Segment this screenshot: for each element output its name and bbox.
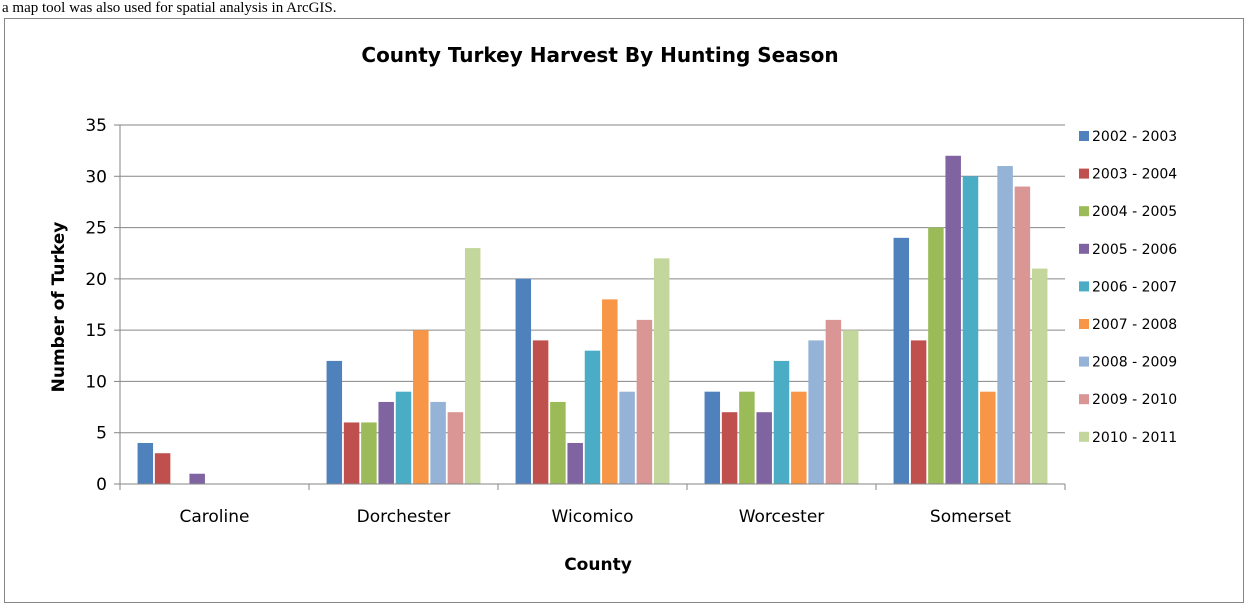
bar xyxy=(515,278,532,484)
legend-swatch xyxy=(1079,394,1089,405)
legend-label: 2007 - 2008 xyxy=(1092,317,1177,333)
bar xyxy=(756,412,772,484)
bar xyxy=(567,442,583,484)
y-axis-ticks: 0 5 10 15 20 25 30 35 xyxy=(85,116,120,495)
bar xyxy=(997,166,1013,484)
bar xyxy=(326,360,343,484)
legend-label: 2005 - 2006 xyxy=(1092,242,1177,258)
y-tick-label: 15 xyxy=(85,321,107,341)
bar xyxy=(945,155,961,484)
bar xyxy=(154,453,171,484)
y-tick-label: 0 xyxy=(96,475,107,495)
bar xyxy=(704,391,721,484)
bar xyxy=(430,401,446,484)
legend: 2002 - 2003 2003 - 2004 2004 - 2005 2005 - … xyxy=(1079,129,1177,446)
legend-swatch xyxy=(1079,131,1089,141)
x-tick-label: Somerset xyxy=(930,507,1012,527)
chart-title: County Turkey Harvest By Hunting Season xyxy=(361,43,838,67)
legend-label: 2010 - 2011 xyxy=(1092,430,1177,446)
legend-item: 2008 - 2009 xyxy=(1079,355,1177,371)
legend-label: 2002 - 2003 xyxy=(1092,129,1177,145)
legend-swatch xyxy=(1079,281,1089,292)
y-tick-label: 30 xyxy=(85,167,107,187)
bar xyxy=(842,330,859,484)
bar xyxy=(636,319,653,484)
x-tick-label: Caroline xyxy=(180,507,250,527)
legend-item: 2006 - 2007 xyxy=(1079,279,1177,295)
legend-swatch xyxy=(1079,243,1089,254)
legend-item: 2005 - 2006 xyxy=(1079,242,1177,258)
bar xyxy=(739,391,755,484)
bar xyxy=(980,391,996,484)
x-tick-label: Dorchester xyxy=(357,507,451,527)
bar xyxy=(464,248,481,484)
bar xyxy=(825,319,842,484)
bar xyxy=(343,422,360,484)
legend-item: 2004 - 2005 xyxy=(1079,204,1177,220)
legend-item: 2003 - 2004 xyxy=(1079,167,1177,183)
bar xyxy=(893,237,910,484)
x-tick-label: Wicomico xyxy=(552,507,634,527)
bar xyxy=(910,340,927,484)
legend-swatch xyxy=(1079,319,1089,329)
legend-swatch xyxy=(1079,168,1089,179)
bar xyxy=(137,442,154,484)
bar xyxy=(189,473,205,484)
y-tick-label: 10 xyxy=(85,372,107,392)
bar xyxy=(653,258,670,484)
legend-item: 2002 - 2003 xyxy=(1079,129,1177,145)
bar xyxy=(602,299,618,484)
bar xyxy=(395,391,412,484)
axes xyxy=(119,125,1065,485)
legend-item: 2009 - 2010 xyxy=(1079,392,1177,408)
x-axis-label: County xyxy=(564,555,632,575)
legend-label: 2004 - 2005 xyxy=(1092,204,1177,220)
legend-label: 2003 - 2004 xyxy=(1092,167,1177,183)
bar xyxy=(791,391,807,484)
bar xyxy=(413,330,429,484)
bar xyxy=(773,360,790,484)
bar xyxy=(928,227,944,485)
page-caption-fragment: a map tool was also used for spatial ana… xyxy=(2,0,337,16)
bar xyxy=(1014,186,1031,485)
legend-label: 2008 - 2009 xyxy=(1092,355,1177,371)
bar xyxy=(532,340,549,484)
bar xyxy=(584,350,601,484)
legend-swatch xyxy=(1079,356,1089,367)
y-tick-label: 5 xyxy=(96,424,107,444)
bar xyxy=(447,412,464,484)
y-tick-label: 25 xyxy=(85,219,107,239)
bars xyxy=(137,155,1048,485)
bar xyxy=(808,340,824,484)
bar xyxy=(962,176,979,485)
bar xyxy=(619,391,635,484)
legend-label: 2006 - 2007 xyxy=(1092,279,1177,295)
x-axis-ticks: Caroline Dorchester Wicomico Worcester Somer… xyxy=(119,484,1066,527)
legend-item: 2007 - 2008 xyxy=(1079,317,1177,333)
legend-swatch xyxy=(1079,206,1089,217)
bar xyxy=(721,412,738,484)
y-axis-label: Number of Turkey xyxy=(49,222,69,393)
x-tick-label: Worcester xyxy=(739,507,825,527)
legend-swatch xyxy=(1079,431,1089,442)
bar xyxy=(378,401,394,484)
y-tick-label: 35 xyxy=(85,116,107,136)
bar xyxy=(1031,268,1048,484)
bar xyxy=(361,422,377,484)
legend-item: 2010 - 2011 xyxy=(1079,430,1177,446)
y-tick-label: 20 xyxy=(85,270,107,290)
bar xyxy=(550,401,566,484)
legend-label: 2009 - 2010 xyxy=(1092,392,1177,408)
